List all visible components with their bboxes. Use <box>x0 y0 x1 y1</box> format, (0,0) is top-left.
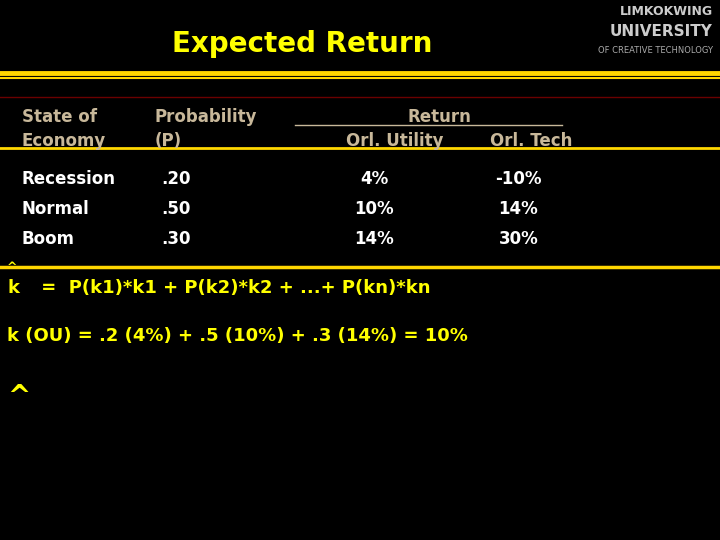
Text: Expected Return: Expected Return <box>172 30 433 58</box>
Text: .30: .30 <box>162 230 191 247</box>
Text: =  P(k1)*k1 + P(k2)*k2 + ...+ P(kn)*kn: = P(k1)*k1 + P(k2)*k2 + ...+ P(kn)*kn <box>35 279 430 296</box>
Text: -10%: -10% <box>495 170 541 188</box>
Text: UNIVERSITY: UNIVERSITY <box>610 24 713 39</box>
Text: Orl. Tech: Orl. Tech <box>490 132 572 150</box>
Text: Boom: Boom <box>22 230 75 247</box>
Text: 14%: 14% <box>498 200 539 218</box>
Text: .20: .20 <box>162 170 191 188</box>
Text: 30%: 30% <box>498 230 539 247</box>
Text: 10%: 10% <box>354 200 395 218</box>
Text: OF CREATIVE TECHNOLOGY: OF CREATIVE TECHNOLOGY <box>598 46 713 55</box>
Text: Probability: Probability <box>155 108 257 126</box>
Text: Orl. Utility: Orl. Utility <box>346 132 443 150</box>
Text: ^: ^ <box>7 383 30 411</box>
Text: Economy: Economy <box>22 132 106 150</box>
Text: .50: .50 <box>162 200 191 218</box>
Text: Normal: Normal <box>22 200 89 218</box>
Text: k: k <box>7 279 19 296</box>
Text: Return: Return <box>408 108 471 126</box>
Text: 4%: 4% <box>360 170 389 188</box>
Text: 14%: 14% <box>354 230 395 247</box>
Text: ^: ^ <box>7 261 18 274</box>
Text: Recession: Recession <box>22 170 116 188</box>
Text: (P): (P) <box>155 132 182 150</box>
Text: State of: State of <box>22 108 96 126</box>
Text: k (OU) = .2 (4%) + .5 (10%) + .3 (14%) = 10%: k (OU) = .2 (4%) + .5 (10%) + .3 (14%) =… <box>7 327 468 345</box>
Text: LIMKOKWING: LIMKOKWING <box>620 5 713 18</box>
